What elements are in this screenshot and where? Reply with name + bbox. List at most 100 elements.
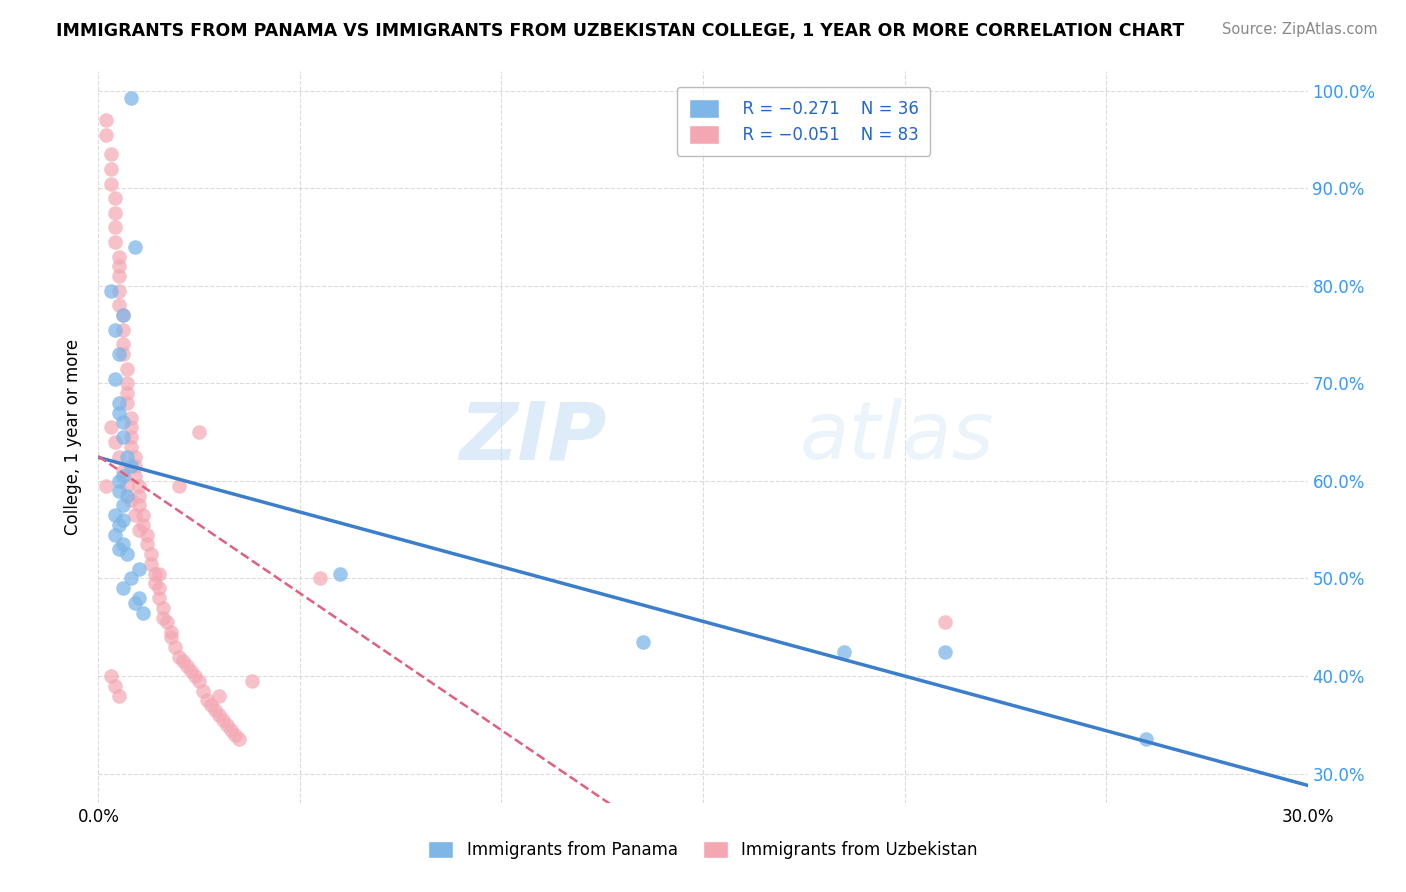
Point <box>1135 732 1157 747</box>
Point <box>103 371 125 385</box>
Point <box>200 698 222 713</box>
Point <box>132 508 155 522</box>
Point <box>167 649 190 664</box>
Point <box>135 537 157 551</box>
Point <box>111 323 134 337</box>
Point <box>111 499 134 513</box>
Point <box>124 508 146 522</box>
Text: atlas: atlas <box>800 398 994 476</box>
Point <box>188 425 211 440</box>
Point <box>128 562 150 576</box>
Point <box>148 591 170 605</box>
Point <box>208 689 231 703</box>
Point <box>111 581 134 595</box>
Point <box>96 113 118 128</box>
Point <box>107 347 129 361</box>
Point <box>103 191 125 205</box>
Point <box>934 645 956 659</box>
Point <box>107 542 129 557</box>
Point <box>111 430 134 444</box>
Point <box>107 250 129 264</box>
Point <box>111 513 134 527</box>
Point <box>132 517 155 532</box>
Point <box>100 177 122 191</box>
Point <box>152 610 174 624</box>
Point <box>111 464 134 478</box>
Point <box>103 434 125 449</box>
Point <box>111 308 134 322</box>
Point <box>111 347 134 361</box>
Point <box>160 630 183 644</box>
Point <box>221 723 243 737</box>
Text: ZIP: ZIP <box>458 398 606 476</box>
Point <box>228 732 250 747</box>
Point <box>107 474 129 488</box>
Point <box>128 489 150 503</box>
Point <box>163 640 186 654</box>
Point <box>107 483 129 498</box>
Point <box>152 600 174 615</box>
Point <box>103 527 125 541</box>
Point <box>204 703 226 717</box>
Point <box>107 284 129 298</box>
Point <box>329 566 352 581</box>
Point <box>100 147 122 161</box>
Point <box>156 615 179 630</box>
Point <box>103 679 125 693</box>
Point <box>148 566 170 581</box>
Text: Source: ZipAtlas.com: Source: ZipAtlas.com <box>1222 22 1378 37</box>
Point <box>128 499 150 513</box>
Point <box>132 606 155 620</box>
Point <box>115 489 138 503</box>
Y-axis label: College, 1 year or more: College, 1 year or more <box>65 339 83 535</box>
Point <box>120 493 142 508</box>
Point <box>100 669 122 683</box>
Point <box>115 386 138 401</box>
Point <box>120 410 142 425</box>
Point <box>111 308 134 322</box>
Point <box>934 615 956 630</box>
Point <box>103 508 125 522</box>
Point <box>103 220 125 235</box>
Point <box>115 547 138 561</box>
Point <box>160 625 183 640</box>
Point <box>195 693 218 707</box>
Point <box>208 708 231 723</box>
Point <box>240 673 263 688</box>
Point <box>103 206 125 220</box>
Point <box>217 718 239 732</box>
Point <box>631 635 654 649</box>
Point <box>111 416 134 430</box>
Point <box>120 91 142 105</box>
Point <box>107 517 129 532</box>
Text: IMMIGRANTS FROM PANAMA VS IMMIGRANTS FROM UZBEKISTAN COLLEGE, 1 YEAR OR MORE COR: IMMIGRANTS FROM PANAMA VS IMMIGRANTS FRO… <box>56 22 1184 40</box>
Point <box>111 469 134 483</box>
Point <box>107 396 129 410</box>
Point <box>128 523 150 537</box>
Point <box>167 479 190 493</box>
Point <box>124 450 146 464</box>
Point <box>180 664 202 678</box>
Point <box>120 459 142 474</box>
Point <box>309 572 332 586</box>
Point <box>107 298 129 312</box>
Point <box>124 459 146 474</box>
Point <box>115 361 138 376</box>
Point <box>184 669 207 683</box>
Point <box>188 673 211 688</box>
Point <box>224 727 246 741</box>
Point <box>143 576 166 591</box>
Point <box>143 566 166 581</box>
Point <box>128 591 150 605</box>
Point <box>115 396 138 410</box>
Point <box>111 537 134 551</box>
Point <box>107 260 129 274</box>
Point <box>115 450 138 464</box>
Point <box>124 240 146 254</box>
Point <box>193 683 215 698</box>
Point <box>139 557 162 571</box>
Point <box>148 581 170 595</box>
Point <box>212 713 235 727</box>
Point <box>832 645 855 659</box>
Point <box>107 269 129 284</box>
